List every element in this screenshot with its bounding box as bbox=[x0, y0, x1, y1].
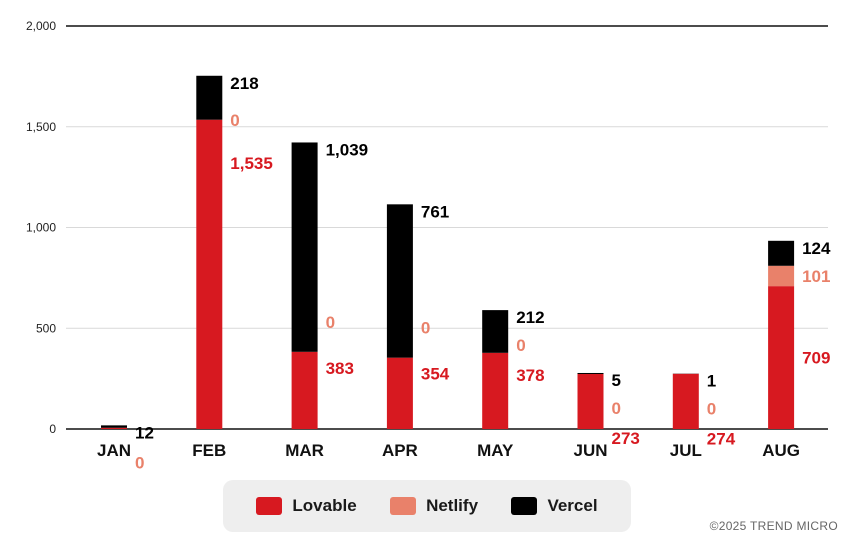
y-tick-label: 2,000 bbox=[26, 19, 56, 33]
bar-lovable-mar bbox=[291, 351, 318, 429]
data-label-netlify-apr: 0 bbox=[421, 319, 430, 338]
y-tick-label: 1,000 bbox=[26, 221, 56, 235]
bar-netlify-aug bbox=[768, 265, 795, 287]
legend-item-lovable: Lovable bbox=[256, 496, 357, 516]
data-label-vercel-jun: 5 bbox=[612, 371, 621, 390]
legend-swatch bbox=[390, 497, 417, 515]
bar-lovable-aug bbox=[768, 286, 795, 429]
data-labels: 60121,535021838301,039354076137802122730… bbox=[135, 74, 831, 473]
data-label-lovable-jul: 274 bbox=[707, 430, 736, 449]
data-label-netlify-feb: 0 bbox=[230, 111, 239, 130]
copyright-text: ©2025 TREND MICRO bbox=[709, 519, 838, 533]
data-label-lovable-apr: 354 bbox=[421, 365, 450, 384]
x-tick-label: MAY bbox=[477, 441, 514, 460]
bar-lovable-apr bbox=[386, 357, 413, 429]
data-label-vercel-apr: 761 bbox=[421, 202, 449, 221]
legend: Lovable Netlify Vercel bbox=[223, 480, 631, 532]
data-label-lovable-aug: 709 bbox=[802, 349, 830, 368]
x-tick-label: AUG bbox=[762, 441, 800, 460]
bar-vercel-may bbox=[482, 310, 509, 353]
data-label-netlify-jan: 0 bbox=[135, 453, 144, 472]
data-label-netlify-aug: 101 bbox=[802, 267, 830, 286]
x-tick-label: APR bbox=[382, 441, 418, 460]
legend-label: Lovable bbox=[292, 496, 357, 515]
legend-item-netlify: Netlify bbox=[390, 496, 478, 516]
x-tick-label: FEB bbox=[192, 441, 226, 460]
legend-swatch bbox=[256, 497, 283, 515]
y-tick-label: 1,500 bbox=[26, 120, 56, 134]
data-label-vercel-mar: 1,039 bbox=[326, 140, 369, 159]
data-label-netlify-jul: 0 bbox=[707, 400, 716, 419]
bar-lovable-jan bbox=[101, 427, 127, 429]
y-tick-label: 500 bbox=[36, 321, 56, 335]
gridlines bbox=[66, 25, 828, 430]
data-label-vercel-feb: 218 bbox=[230, 74, 258, 93]
x-tick-label: JUN bbox=[573, 441, 607, 460]
bar-lovable-jun bbox=[577, 373, 604, 429]
x-tick-label: JAN bbox=[97, 441, 131, 460]
bar-vercel-mar bbox=[291, 142, 318, 352]
x-axis-ticks: JAN FEB MAR APR MAY JUN JUL AUG bbox=[97, 441, 800, 460]
data-label-vercel-may: 212 bbox=[516, 308, 544, 327]
bar-vercel-feb bbox=[196, 75, 223, 120]
legend-label: Netlify bbox=[426, 496, 479, 515]
bar-lovable-feb bbox=[196, 119, 223, 429]
data-label-vercel-jan: 12 bbox=[135, 423, 154, 442]
data-label-lovable-mar: 383 bbox=[326, 359, 354, 378]
legend-label: Vercel bbox=[547, 496, 598, 515]
x-tick-label: JUL bbox=[670, 441, 702, 460]
bar-lovable-may bbox=[482, 352, 509, 429]
data-label-vercel-jul: 1 bbox=[707, 372, 716, 391]
data-label-netlify-may: 0 bbox=[516, 336, 525, 355]
legend-swatch bbox=[511, 497, 538, 515]
bar-vercel-jan bbox=[101, 425, 127, 428]
x-tick-label: MAR bbox=[285, 441, 324, 460]
bars bbox=[101, 75, 795, 429]
data-label-lovable-may: 378 bbox=[516, 366, 544, 385]
bar-lovable-jul bbox=[672, 373, 699, 429]
data-label-netlify-mar: 0 bbox=[326, 313, 335, 332]
bar-vercel-jun bbox=[577, 372, 604, 374]
data-label-netlify-jun: 0 bbox=[612, 399, 621, 418]
y-axis-ticks: 0 500 1,000 1,500 2,000 bbox=[26, 19, 56, 436]
bar-vercel-aug bbox=[768, 240, 795, 266]
bar-vercel-apr bbox=[386, 204, 413, 358]
legend-item-vercel: Vercel bbox=[511, 496, 598, 516]
data-label-vercel-aug: 124 bbox=[802, 239, 831, 258]
data-label-lovable-feb: 1,535 bbox=[230, 154, 273, 173]
data-label-lovable-jun: 273 bbox=[612, 429, 640, 448]
y-tick-label: 0 bbox=[49, 422, 56, 436]
